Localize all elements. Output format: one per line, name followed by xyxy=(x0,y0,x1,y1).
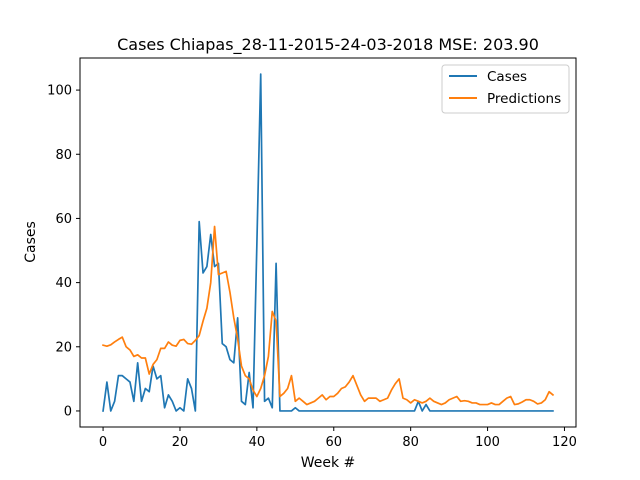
plot-frame xyxy=(79,57,577,428)
chart-title: Cases Chiapas_28-11-2015-24-03-2018 MSE:… xyxy=(117,35,539,55)
x-tick-label: 40 xyxy=(249,435,266,450)
series-line-predictions xyxy=(102,225,555,406)
x-tick-label: 120 xyxy=(552,435,577,450)
plot-background xyxy=(80,58,576,427)
y-tick-label: 80 xyxy=(55,148,72,163)
x-tick-label: 100 xyxy=(475,435,500,450)
x-tick-label: 20 xyxy=(172,435,189,450)
x-tick-label: 0 xyxy=(99,435,107,450)
y-axis-label: Cases xyxy=(23,221,39,263)
x-axis: 0 20 40 60 80 100 120 xyxy=(99,427,577,450)
y-tick-label: 60 xyxy=(55,212,72,227)
y-tick-label: 0 xyxy=(64,404,72,419)
series-line-cases xyxy=(102,73,554,412)
x-tick-label: 80 xyxy=(402,435,419,450)
legend: Cases Predictions xyxy=(441,64,570,114)
y-tick-label: 40 xyxy=(55,276,72,291)
y-tick-label: 100 xyxy=(47,84,72,99)
legend-label-predictions: Predictions xyxy=(487,91,561,107)
legend-label-cases: Cases xyxy=(487,69,527,85)
series-layer xyxy=(102,73,555,412)
y-axis: 0 20 40 60 80 100 xyxy=(47,84,80,419)
x-tick-label: 60 xyxy=(325,435,342,450)
y-tick-label: 20 xyxy=(55,340,72,355)
plot-area xyxy=(79,57,577,428)
x-axis-label: Week # xyxy=(301,455,356,471)
